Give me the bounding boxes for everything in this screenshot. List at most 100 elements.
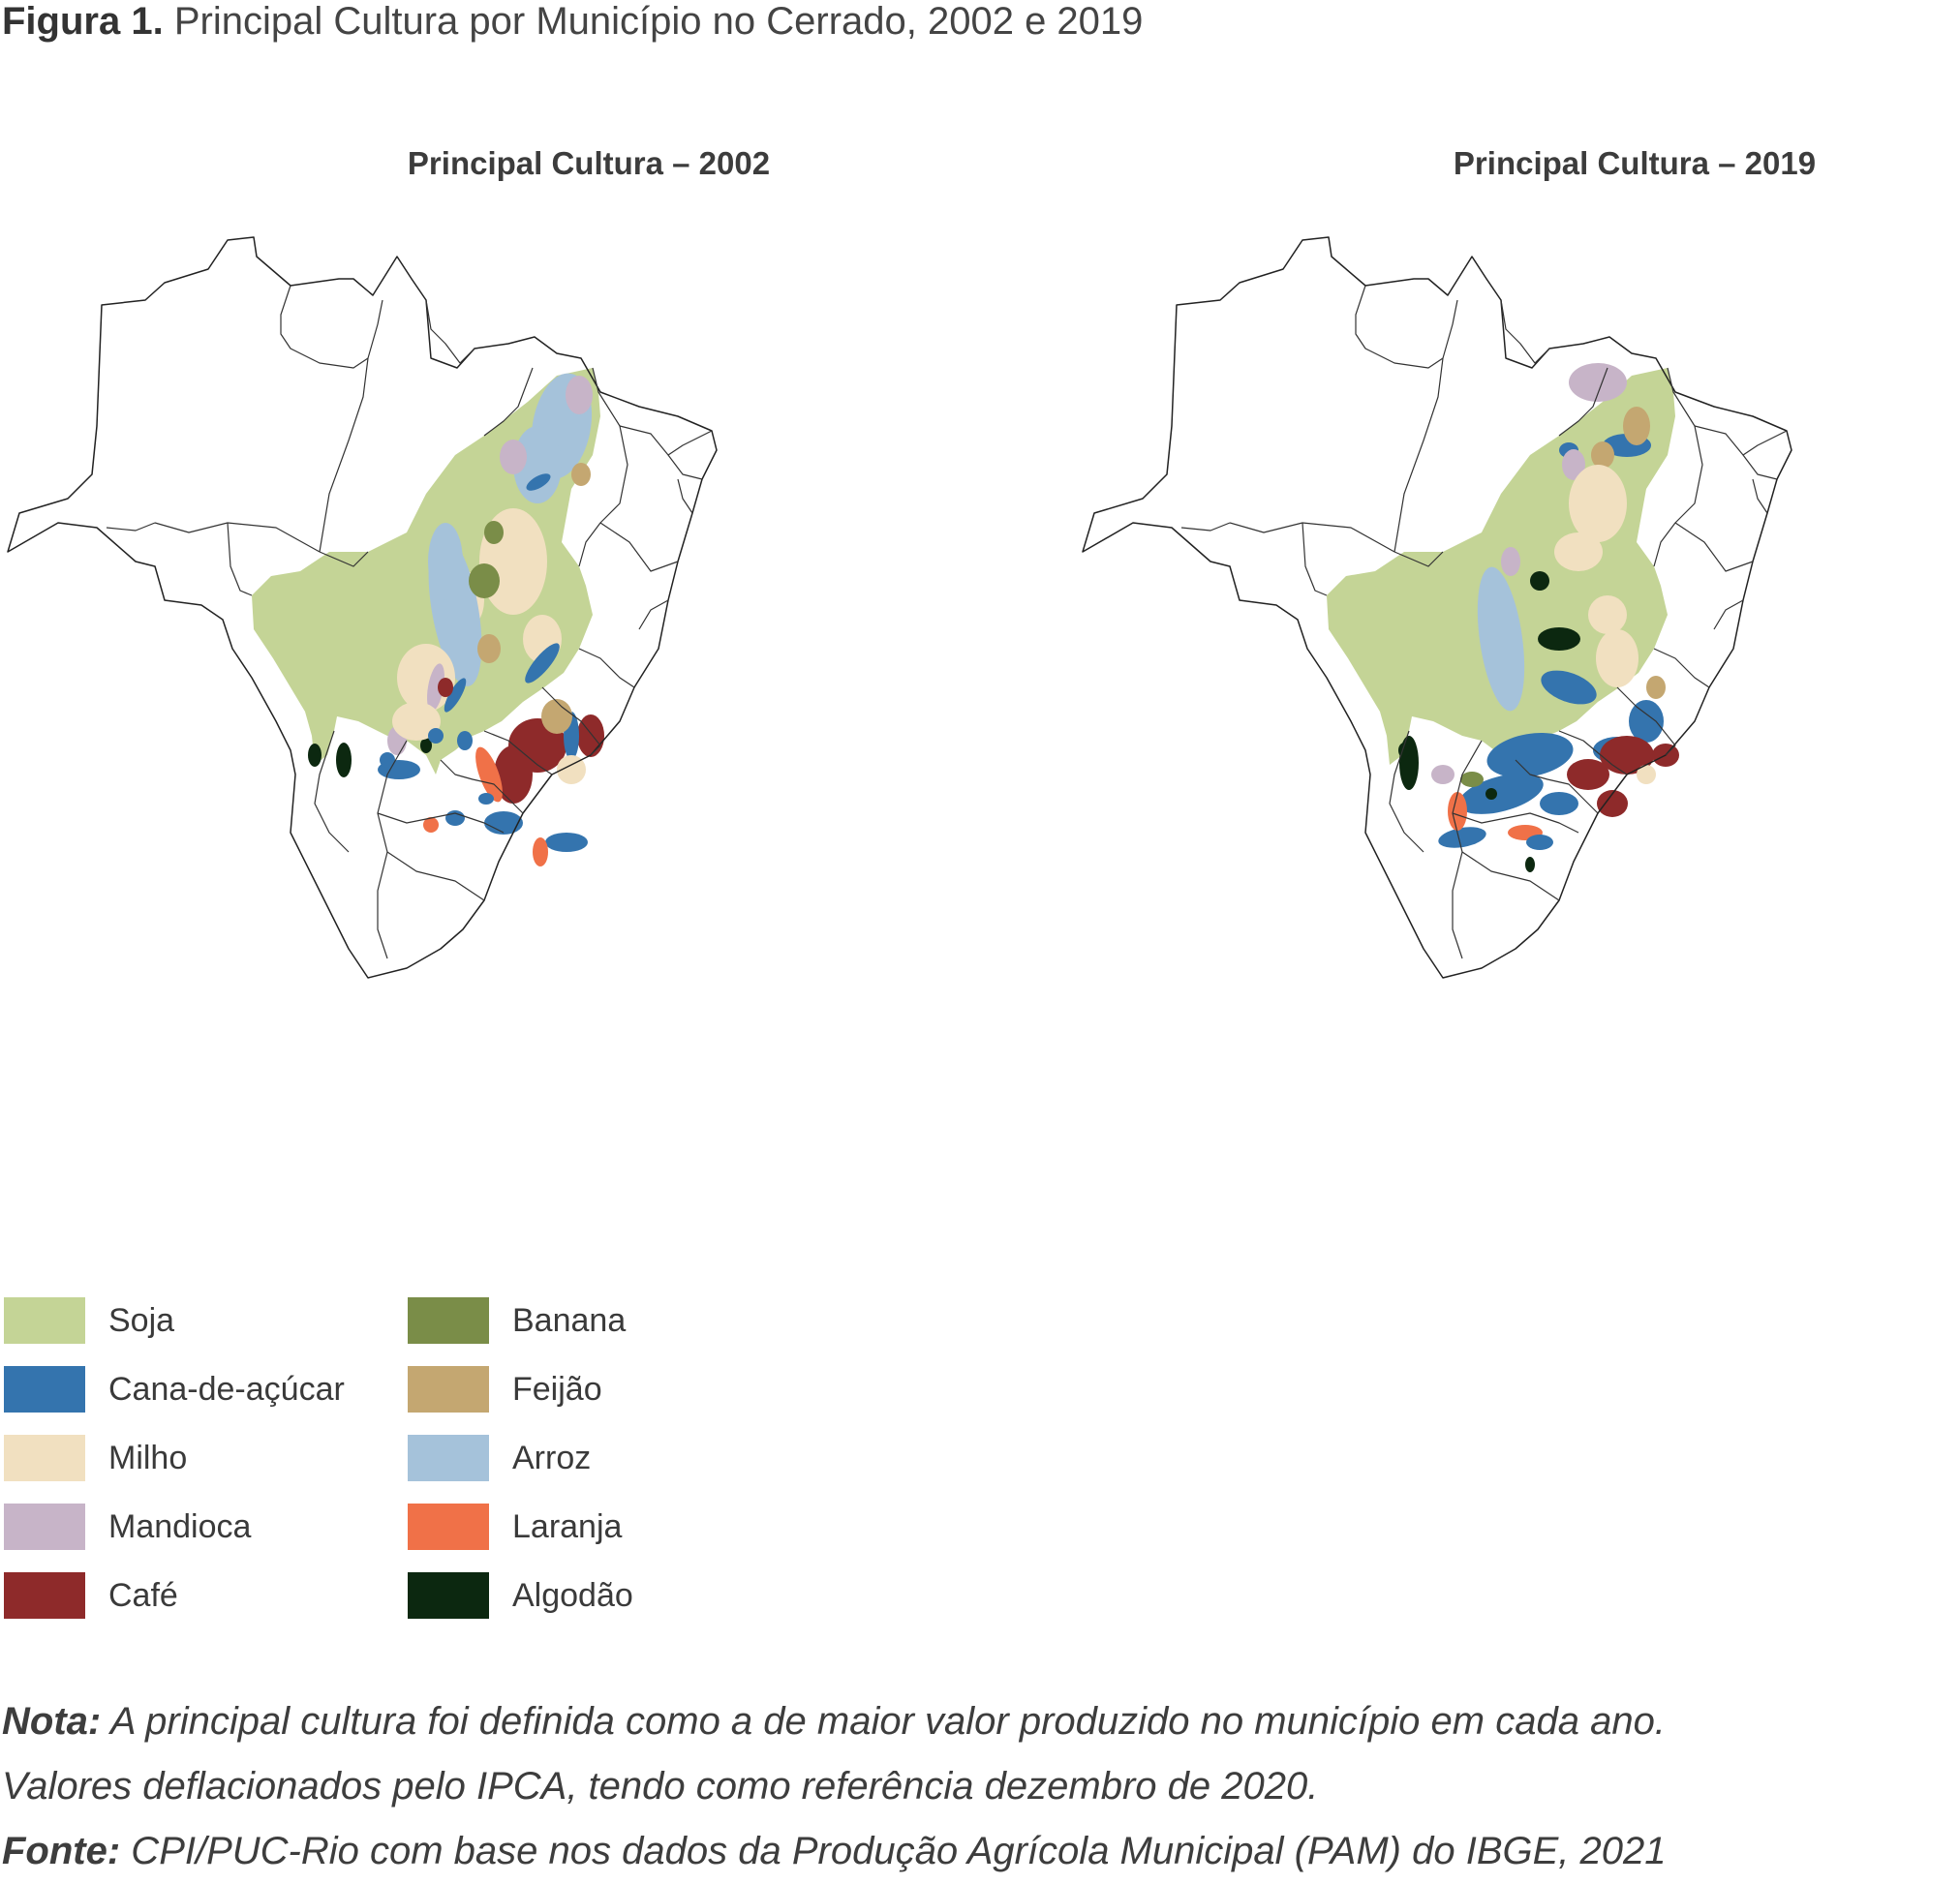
brazil-states-outline-2019 bbox=[1082, 236, 1792, 979]
crop-patch bbox=[1567, 759, 1609, 790]
crop-patch bbox=[1486, 732, 1574, 778]
map-2019 bbox=[1082, 236, 1792, 979]
crop-patch bbox=[494, 745, 533, 804]
crop-patch bbox=[1591, 441, 1614, 469]
crop-patch bbox=[533, 837, 548, 866]
state-border bbox=[677, 478, 693, 514]
cerrado-crop-regions-2002 bbox=[252, 368, 604, 866]
figure-notes: Nota: A principal cultura foi definida c… bbox=[2, 1689, 1667, 1884]
state-border bbox=[1452, 812, 1560, 901]
map-title-2002: Principal Cultura – 2002 bbox=[407, 145, 771, 181]
crop-patch bbox=[1485, 788, 1497, 800]
source-line: Fonte: CPI/PUC-Rio com base nos dados da… bbox=[2, 1819, 1667, 1884]
state-border bbox=[1616, 686, 1676, 756]
note-line-2: Valores deflacionados pelo IPCA, tendo c… bbox=[2, 1765, 1319, 1808]
legend-item-feijao: Feijão bbox=[408, 1366, 602, 1413]
state-border bbox=[619, 425, 713, 456]
crop-patch bbox=[1526, 835, 1553, 850]
crop-patch bbox=[1562, 449, 1585, 480]
crop-patch bbox=[427, 663, 444, 712]
brazil-border bbox=[1082, 236, 1792, 979]
legend: Soja Cana-de-açúcar Milho Mandioca Café … bbox=[4, 1297, 701, 1626]
legend-swatch bbox=[408, 1572, 489, 1619]
crop-patch bbox=[1541, 670, 1597, 705]
figure-label: Figura 1. bbox=[2, 0, 164, 43]
state-border bbox=[1302, 522, 1328, 596]
source-label: Fonte: bbox=[2, 1830, 121, 1872]
state-border bbox=[1515, 759, 1599, 814]
state-border bbox=[1180, 522, 1231, 532]
source-text: CPI/PUC-Rio com base nos dados da Produç… bbox=[120, 1830, 1667, 1872]
crop-patch bbox=[1596, 629, 1638, 687]
legend-swatch bbox=[4, 1366, 85, 1413]
state-border bbox=[1393, 299, 1458, 553]
crop-patch bbox=[1460, 772, 1484, 787]
crop-patch bbox=[445, 810, 465, 826]
crop-patch bbox=[1554, 532, 1603, 571]
crop-patch bbox=[1525, 857, 1535, 872]
state-border bbox=[1500, 299, 1550, 364]
crop-patch bbox=[423, 817, 439, 833]
cerrado-soja-region bbox=[1327, 368, 1675, 775]
legend-swatch bbox=[408, 1297, 489, 1344]
state-border bbox=[578, 425, 628, 567]
crop-patch bbox=[541, 699, 572, 734]
crop-patch bbox=[1477, 566, 1525, 712]
state-border bbox=[541, 686, 601, 756]
state-border bbox=[1742, 454, 1778, 480]
crop-patch bbox=[571, 463, 591, 486]
crop-patch bbox=[525, 643, 560, 684]
state-border bbox=[1667, 367, 1696, 427]
figure-title-text: Principal Cultura por Município no Cerra… bbox=[173, 0, 1144, 43]
legend-item-soja: Soja bbox=[4, 1297, 174, 1344]
state-border bbox=[1713, 599, 1744, 630]
legend-label: Mandioca bbox=[108, 1507, 252, 1545]
crop-patch bbox=[566, 376, 593, 414]
note-text: A principal cultura foi definida como a … bbox=[101, 1700, 1666, 1743]
crop-patch bbox=[444, 678, 467, 713]
state-border bbox=[592, 367, 621, 427]
crop-patch bbox=[1637, 765, 1656, 784]
crop-patch bbox=[484, 811, 523, 835]
legend-item-arroz: Arroz bbox=[408, 1435, 591, 1481]
state-border bbox=[319, 551, 369, 567]
legend-label: Feijão bbox=[512, 1370, 602, 1408]
crop-patch bbox=[500, 440, 527, 474]
crop-patch bbox=[392, 702, 441, 741]
state-border bbox=[1393, 551, 1444, 567]
legend-item-cana-de-acucar: Cana-de-açúcar bbox=[4, 1366, 345, 1413]
map-title-2019: Principal Cultura – 2019 bbox=[1453, 145, 1817, 181]
state-border bbox=[280, 285, 369, 369]
legend-label: Milho bbox=[108, 1439, 188, 1476]
crop-patch bbox=[526, 473, 551, 491]
crop-patch bbox=[1597, 790, 1628, 817]
state-border bbox=[578, 648, 635, 688]
crop-patch bbox=[1501, 547, 1520, 576]
state-border bbox=[638, 599, 669, 630]
crop-patch bbox=[1530, 571, 1549, 591]
legend-item-laranja: Laranja bbox=[408, 1504, 622, 1550]
crop-patch bbox=[428, 728, 444, 744]
crop-patch bbox=[1438, 827, 1486, 848]
crop-patch bbox=[1538, 627, 1580, 651]
legend-item-milho: Milho bbox=[4, 1435, 187, 1481]
legend-swatch bbox=[4, 1297, 85, 1344]
legend-label: Laranja bbox=[512, 1507, 623, 1545]
legend-label: Arroz bbox=[512, 1439, 592, 1476]
state-border bbox=[1694, 425, 1788, 456]
legend-item-banana: Banana bbox=[408, 1297, 626, 1344]
state-border bbox=[1752, 478, 1768, 514]
crop-patch bbox=[1431, 765, 1455, 784]
crop-patch bbox=[1540, 792, 1578, 815]
crop-patch bbox=[545, 833, 588, 852]
legend-swatch bbox=[4, 1435, 85, 1481]
note-line: Nota: A principal cultura foi definida c… bbox=[2, 1689, 1667, 1754]
legend-label: Café bbox=[108, 1576, 178, 1614]
crop-patch bbox=[478, 793, 494, 805]
state-border bbox=[1674, 522, 1754, 572]
crop-patch bbox=[1623, 407, 1650, 445]
map-2002 bbox=[7, 236, 718, 979]
state-border bbox=[483, 367, 534, 437]
state-border bbox=[377, 812, 485, 901]
crop-patch bbox=[469, 563, 500, 598]
